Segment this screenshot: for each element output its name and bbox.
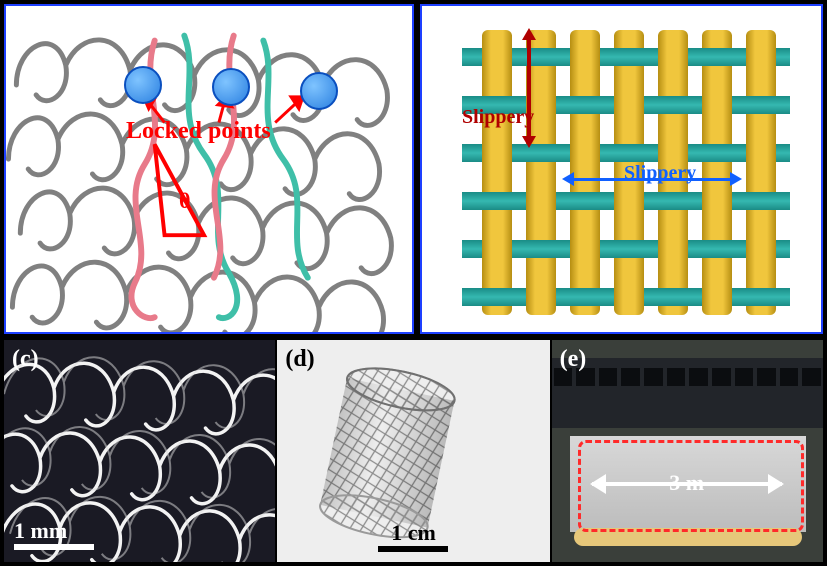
machine-needle-bed — [552, 368, 823, 386]
panel-c-micrograph: (c) 1 mm — [4, 340, 275, 562]
scalebar-d: 1 cm — [378, 520, 448, 552]
scalebar-c: 1 mm — [14, 518, 94, 550]
width-arrow: 3 m — [592, 468, 782, 498]
panel-d-mesh-tube: (d) 1 cm — [277, 340, 549, 562]
bottom-row: (c) 1 mm — [4, 340, 823, 562]
locked-point-dot — [300, 72, 338, 110]
knit-yarn-svg — [6, 6, 412, 332]
scalebar-d-bar — [378, 546, 448, 552]
panel-e-machine-photo: 3 m (e) — [552, 340, 823, 562]
warp-yarn — [482, 30, 512, 315]
warp-yarn — [746, 30, 776, 315]
weft-yarn — [462, 144, 796, 162]
panel-c-label: (c) — [12, 346, 39, 373]
weft-yarn — [462, 240, 796, 258]
panel-e-label: (e) — [560, 346, 587, 373]
warp-yarn — [702, 30, 732, 315]
panel-d-label: (d) — [285, 346, 314, 373]
scalebar-d-text: 1 cm — [391, 520, 436, 546]
machine-illustration: 3 m — [552, 340, 823, 562]
warp-yarn — [570, 30, 600, 315]
locked-point-dot — [124, 66, 162, 104]
locked-points-label: Locked points — [126, 118, 271, 145]
weft-yarn — [462, 192, 796, 210]
weft-yarn — [462, 288, 796, 306]
locked-point-dot — [212, 68, 250, 106]
scalebar-c-bar — [14, 544, 94, 550]
panel-b-weave-diagram: Slippery Slippery — [420, 4, 823, 334]
slippery-vertical-label: Slippery — [462, 106, 534, 129]
scalebar-c-text: 1 mm — [14, 518, 67, 544]
slippery-horizontal-label: Slippery — [624, 162, 696, 185]
width-arrow-label: 3 m — [663, 470, 710, 496]
panel-a-knit-diagram: Locked points θ — [4, 4, 414, 334]
weft-yarn — [462, 48, 796, 66]
theta-label: θ — [179, 188, 190, 214]
